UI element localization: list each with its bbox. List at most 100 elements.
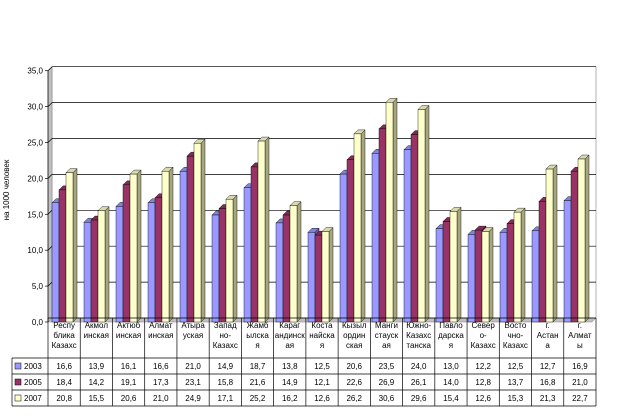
category-label: о-: [480, 331, 487, 340]
y-tick-label: 0,0: [32, 318, 44, 327]
data-label: 14,2: [89, 378, 105, 387]
data-label: 22,6: [346, 378, 362, 387]
category-label: а: [545, 341, 550, 350]
category-label: Манги: [375, 321, 398, 330]
bar-front: [321, 231, 330, 323]
category-label: Респу: [53, 321, 75, 330]
bar-front: [545, 168, 554, 323]
data-label: 26,2: [346, 394, 362, 403]
bar-front: [531, 230, 540, 323]
category-label: андинск: [275, 331, 305, 340]
bar-front: [449, 211, 458, 323]
data-label: 12,1: [314, 378, 330, 387]
bar-front: [289, 205, 298, 323]
bar-2007: [449, 206, 462, 323]
legend-label-2003: 2003: [24, 362, 42, 371]
data-label: 15,3: [508, 394, 524, 403]
bar-front: [577, 158, 586, 323]
data-label: 13,7: [508, 378, 524, 387]
bar-2007: [513, 207, 526, 323]
y-axis-label: на 1000 человек: [2, 159, 11, 220]
bar-front: [442, 221, 451, 323]
bar-front: [58, 189, 67, 323]
data-label: 25,2: [250, 394, 266, 403]
gridline-side: [47, 210, 53, 215]
bar-side: [136, 169, 142, 323]
category-label: Караг: [279, 321, 300, 330]
data-label: 12,7: [540, 362, 556, 371]
bar-side: [552, 164, 558, 323]
legend-label-2007: 2007: [24, 394, 42, 403]
category-label: г.: [578, 321, 582, 330]
gridline-side: [47, 174, 53, 179]
category-label: Актюб: [117, 321, 141, 330]
category-label: инская: [116, 331, 141, 340]
data-label: 12,8: [475, 378, 491, 387]
y-tick-label: 10,0: [27, 246, 43, 255]
category-label: Южно-: [406, 321, 431, 330]
bar-2007: [577, 154, 590, 323]
bar-front: [513, 211, 522, 323]
data-label: 12,2: [475, 362, 491, 371]
bar-front: [506, 223, 515, 323]
gridline-side: [47, 138, 53, 143]
bar-front: [83, 221, 92, 323]
bar-side: [72, 168, 78, 323]
category-label: Алмат: [568, 331, 592, 340]
bar-front: [129, 173, 138, 323]
data-label: 15,8: [218, 378, 234, 387]
data-label: 21,0: [185, 362, 201, 371]
bar-2007: [385, 97, 398, 323]
data-label: 14,9: [282, 378, 298, 387]
category-label: Запад: [214, 321, 237, 330]
data-label: 20,8: [56, 394, 72, 403]
bar-side: [392, 97, 398, 323]
data-label: 30,6: [379, 394, 395, 403]
bar-2007: [321, 227, 334, 323]
data-table: РеспубликаКазахсАкмолинскаяАктюбинскаяАл…: [11, 317, 597, 407]
bar-side: [360, 129, 366, 323]
data-label: 16,9: [572, 362, 588, 371]
bar-front: [417, 109, 426, 323]
bar-front: [51, 202, 60, 323]
category-label: Акмол: [85, 321, 109, 330]
bar-2007: [545, 164, 558, 323]
y-tick-label: 30,0: [27, 103, 43, 112]
bar-2007: [225, 194, 238, 323]
bar-front: [147, 202, 156, 323]
data-label: 17,1: [218, 394, 234, 403]
category-label: Коста: [311, 321, 333, 330]
bar-front: [193, 143, 202, 323]
data-label: 21,0: [153, 394, 169, 403]
data-label: 23,5: [379, 362, 395, 371]
bar-front: [186, 155, 195, 323]
bar-front: [353, 133, 362, 323]
bar-front: [307, 232, 316, 323]
bar-2007: [257, 136, 270, 323]
data-label: 20,6: [121, 394, 137, 403]
data-label: 16,2: [282, 394, 298, 403]
bar-front: [499, 232, 508, 323]
bar-front: [243, 187, 252, 323]
legend-swatch-2007: [14, 394, 22, 402]
data-label: 26,1: [411, 378, 427, 387]
category-label: Казахс: [471, 341, 496, 350]
bar-front: [115, 206, 124, 323]
bar-side: [264, 136, 270, 323]
data-label: 12,6: [475, 394, 491, 403]
data-label: 12,6: [314, 394, 330, 403]
bar-side: [488, 227, 494, 323]
bar-2007: [129, 169, 142, 323]
y-tick-label: 15,0: [27, 210, 43, 219]
y-tick-label: 35,0: [27, 67, 43, 76]
bar-front: [275, 222, 284, 323]
category-label: Казахс: [503, 341, 528, 350]
category-label: ая: [285, 341, 294, 350]
bar-2007: [97, 206, 110, 323]
category-label: Казахс: [52, 341, 77, 350]
bar-front: [474, 229, 483, 323]
category-label: Астан: [537, 331, 559, 340]
bar-front: [371, 153, 380, 323]
category-label: но-: [220, 331, 232, 340]
bar-2007: [65, 168, 78, 323]
